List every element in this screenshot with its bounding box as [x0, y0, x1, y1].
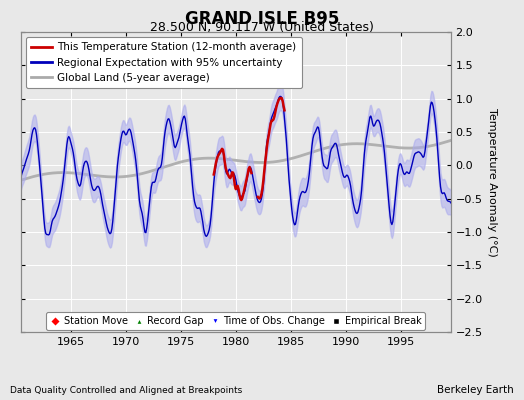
- Y-axis label: Temperature Anomaly (°C): Temperature Anomaly (°C): [487, 108, 497, 256]
- Text: Berkeley Earth: Berkeley Earth: [437, 385, 514, 395]
- Text: 28.500 N, 90.117 W (United States): 28.500 N, 90.117 W (United States): [150, 21, 374, 34]
- Legend: Station Move, Record Gap, Time of Obs. Change, Empirical Break: Station Move, Record Gap, Time of Obs. C…: [46, 312, 425, 330]
- Text: GRAND ISLE B95: GRAND ISLE B95: [185, 10, 339, 28]
- Text: Data Quality Controlled and Aligned at Breakpoints: Data Quality Controlled and Aligned at B…: [10, 386, 243, 395]
